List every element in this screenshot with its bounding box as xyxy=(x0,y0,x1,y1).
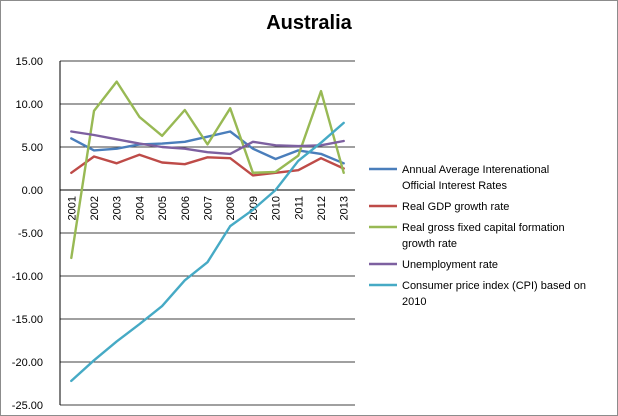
x-tick-label: 2003 xyxy=(112,196,124,220)
x-tick-label: 2004 xyxy=(134,196,146,220)
y-tick-label: -5.00 xyxy=(18,228,43,240)
legend-label: Real GDP growth rate xyxy=(402,201,509,213)
legend-label: Official Interest Rates xyxy=(402,180,507,192)
x-tick-label: 2010 xyxy=(271,196,283,220)
y-tick-label: -15.00 xyxy=(12,314,43,326)
chart-title: Australia xyxy=(266,12,352,34)
legend-label: Real gross fixed capital formation xyxy=(402,222,565,234)
legend-label: Unemployment rate xyxy=(402,259,498,271)
y-tick-label: -20.00 xyxy=(12,357,43,369)
x-tick-label: 2006 xyxy=(180,196,192,220)
series-line xyxy=(70,130,345,156)
x-tick-label: 2008 xyxy=(225,196,237,220)
legend-entry: Annual Average Interenational Official In… xyxy=(369,164,549,192)
y-axis-tick-labels: 15.00 10.00 5.00 0.00 -5.00 -10.00 -15.00 -20.0… xyxy=(12,56,43,412)
legend-entry: Consumer price index (CPI) based on 2010 xyxy=(369,280,586,308)
legend-label: Consumer price index (CPI) based on xyxy=(402,280,586,292)
series-line xyxy=(70,121,345,383)
x-tick-label: 2011 xyxy=(293,196,305,220)
y-tick-label: 5.00 xyxy=(22,142,43,154)
legend-entry: Unemployment rate xyxy=(369,259,498,271)
series-line xyxy=(70,153,345,177)
x-tick-label: 2007 xyxy=(203,196,215,220)
legend-label: 2010 xyxy=(402,296,426,308)
axes xyxy=(59,61,355,405)
x-tick-label: 2005 xyxy=(157,196,169,220)
legend-label: growth rate xyxy=(402,238,457,250)
series-line xyxy=(70,130,345,165)
x-tick-label: 2002 xyxy=(89,196,101,220)
legend-entry: Real gross fixed capital formation growth… xyxy=(369,222,565,250)
y-tick-label: -25.00 xyxy=(12,400,43,412)
gridlines xyxy=(60,60,355,406)
legend-label: Annual Average Interenational xyxy=(402,164,549,176)
legend: Annual Average Interenational Official In… xyxy=(369,164,586,308)
y-tick-label: 10.00 xyxy=(15,99,43,111)
x-tick-label: 2001 xyxy=(66,196,78,220)
series-lines xyxy=(70,80,345,383)
legend-entry: Real GDP growth rate xyxy=(369,201,509,213)
y-tick-label: 0.00 xyxy=(22,185,43,197)
series-line xyxy=(70,80,345,260)
y-tick-label: -10.00 xyxy=(12,271,43,283)
y-tick-label: 15.00 xyxy=(15,56,43,68)
x-tick-label: 2013 xyxy=(339,196,351,220)
x-axis-tick-labels: 2001 2002 2003 2004 2005 2006 2007 2008 2009 2010… xyxy=(66,196,350,220)
x-tick-label: 2012 xyxy=(316,196,328,220)
